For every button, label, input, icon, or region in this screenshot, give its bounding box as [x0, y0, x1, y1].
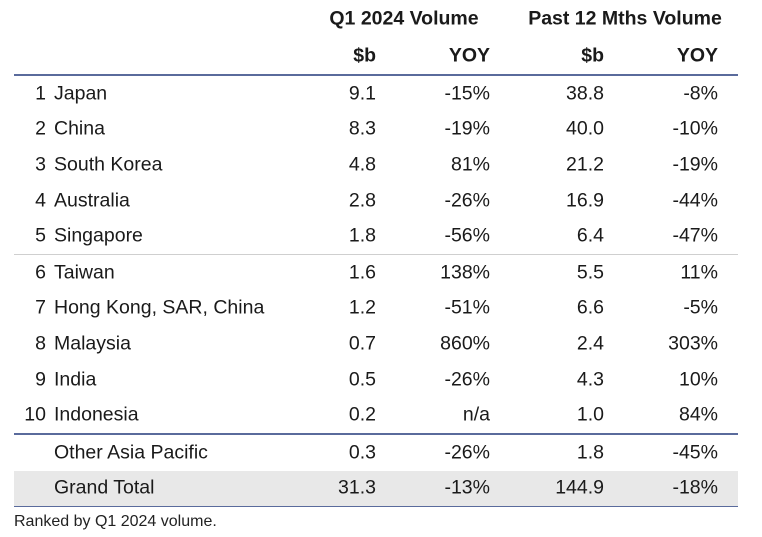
- header-12m-value: $b: [581, 44, 604, 67]
- volume-table: Q1 2024 Volume Past 12 Mths Volume $b YO…: [14, 0, 738, 508]
- row-q1-yoy: -26%: [444, 368, 490, 391]
- row-12m-yoy: 303%: [668, 332, 718, 355]
- row-name: South Korea: [54, 153, 163, 176]
- table-row: 5 Singapore 1.8 -56% 6.4 -47%: [14, 218, 738, 254]
- header-q1-value: $b: [353, 44, 376, 67]
- row-q1-value: 4.8: [348, 153, 376, 176]
- row-q1-yoy: -56%: [444, 224, 490, 247]
- row-12m-value: 4.3: [576, 368, 604, 391]
- footnote: Ranked by Q1 2024 volume.: [14, 513, 217, 530]
- table-row: 6 Taiwan 1.6 138% 5.5 11%: [14, 253, 738, 291]
- row-rank: 7: [35, 296, 46, 319]
- header-q1-yoy: YOY: [448, 44, 490, 67]
- row-12m-yoy: -44%: [672, 189, 718, 212]
- table-body: 1 Japan 9.1 -15% 38.8 -8% 2 China 8.3 -19% 40.0 -10…: [14, 76, 738, 433]
- row-q1-value: 0.2: [348, 403, 376, 426]
- table-row: 7 Hong Kong, SAR, China 1.2 -51% 6.6 -5%: [14, 291, 738, 327]
- row-q1-yoy: n/a: [462, 403, 490, 426]
- row-12m-yoy: -19%: [672, 153, 718, 176]
- row-12m-value: 21.2: [566, 153, 604, 176]
- row-12m-yoy: -47%: [672, 224, 718, 247]
- row-q1-yoy: 81%: [450, 153, 490, 176]
- header-12m-yoy: YOY: [676, 44, 718, 67]
- table-row: 3 South Korea 4.8 81% 21.2 -19%: [14, 147, 738, 183]
- row-12m-value: 144.9: [555, 476, 604, 499]
- row-q1-yoy: -26%: [444, 189, 490, 212]
- row-rank: 3: [35, 153, 46, 176]
- header-12m-group: Past 12 Mths Volume: [528, 7, 722, 30]
- row-name: Australia: [54, 189, 130, 212]
- row-q1-yoy: 860%: [440, 332, 490, 355]
- table-row: 2 China 8.3 -19% 40.0 -10%: [14, 112, 738, 148]
- row-12m-yoy: -5%: [683, 296, 718, 319]
- row-rank: 9: [35, 368, 46, 391]
- header-q1-group: Q1 2024 Volume: [329, 7, 479, 30]
- row-rank: 4: [35, 189, 46, 212]
- row-name: Japan: [54, 82, 108, 105]
- row-12m-yoy: 84%: [678, 403, 718, 426]
- row-q1-value: 0.5: [348, 368, 376, 391]
- row-12m-value: 6.4: [576, 224, 604, 247]
- row-12m-value: 16.9: [566, 189, 604, 212]
- table-row: 8 Malaysia 0.7 860% 2.4 303%: [14, 326, 738, 362]
- row-q1-value: 1.8: [348, 224, 376, 247]
- row-12m-value: 1.0: [576, 403, 604, 426]
- row-q1-value: 1.6: [348, 261, 376, 284]
- row-name: Hong Kong, SAR, China: [54, 296, 265, 319]
- row-q1-yoy: -15%: [444, 82, 490, 105]
- row-name: China: [54, 117, 105, 140]
- row-q1-value: 2.8: [348, 189, 376, 212]
- row-12m-yoy: -45%: [672, 441, 718, 464]
- row-12m-value: 2.4: [576, 332, 604, 355]
- row-name: Singapore: [54, 224, 143, 247]
- row-12m-value: 5.5: [576, 261, 604, 284]
- row-q1-value: 8.3: [348, 117, 376, 140]
- header-column-row: $b YOY $b YOY: [14, 38, 738, 76]
- row-name: Other Asia Pacific: [54, 441, 208, 464]
- row-rank: 1: [35, 82, 46, 105]
- row-q1-yoy: -13%: [444, 476, 490, 499]
- table-row: 9 India 0.5 -26% 4.3 10%: [14, 362, 738, 398]
- row-q1-yoy: -26%: [444, 441, 490, 464]
- row-12m-yoy: 10%: [678, 368, 718, 391]
- row-q1-yoy: -19%: [444, 117, 490, 140]
- row-12m-value: 38.8: [566, 82, 604, 105]
- row-12m-yoy: 11%: [680, 261, 718, 284]
- row-name: Grand Total: [54, 476, 155, 499]
- row-q1-yoy: 138%: [440, 261, 490, 284]
- row-q1-value: 0.3: [348, 441, 376, 464]
- row-q1-yoy: -51%: [444, 296, 490, 319]
- row-name: India: [54, 368, 97, 391]
- row-12m-value: 1.8: [576, 441, 604, 464]
- table-row: 10 Indonesia 0.2 n/a 1.0 84%: [14, 397, 738, 433]
- table-row: 4 Australia 2.8 -26% 16.9 -44%: [14, 183, 738, 219]
- row-name: Taiwan: [54, 261, 115, 284]
- table-row: 1 Japan 9.1 -15% 38.8 -8%: [14, 76, 738, 112]
- row-q1-value: 31.3: [338, 476, 376, 499]
- row-rank: 2: [35, 117, 46, 140]
- row-rank: 5: [35, 224, 46, 247]
- grand-total-row: Grand Total 31.3 -13% 144.9 -18%: [14, 470, 738, 508]
- row-name: Malaysia: [54, 332, 131, 355]
- row-12m-value: 6.6: [576, 296, 604, 319]
- row-rank: 10: [24, 403, 46, 426]
- row-name: Indonesia: [54, 403, 139, 426]
- header-group-row: Q1 2024 Volume Past 12 Mths Volume: [14, 0, 738, 38]
- row-12m-yoy: -10%: [672, 117, 718, 140]
- row-12m-yoy: -8%: [683, 82, 718, 105]
- row-q1-value: 9.1: [348, 82, 376, 105]
- row-12m-value: 40.0: [566, 117, 604, 140]
- other-row: Other Asia Pacific 0.3 -26% 1.8 -45%: [14, 432, 738, 471]
- row-q1-value: 0.7: [348, 332, 376, 355]
- row-q1-value: 1.2: [348, 296, 376, 319]
- row-rank: 6: [35, 261, 46, 284]
- row-12m-yoy: -18%: [672, 476, 718, 499]
- row-rank: 8: [35, 332, 46, 355]
